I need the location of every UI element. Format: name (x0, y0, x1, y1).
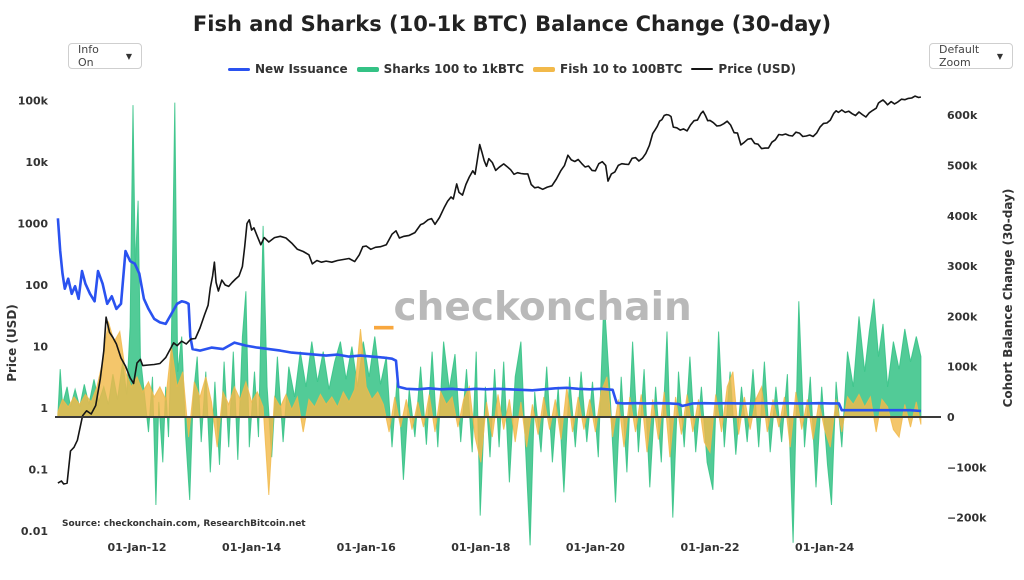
legend-item-new-issuance[interactable]: New Issuance (228, 62, 348, 76)
fish-swatch (533, 66, 555, 72)
source-attribution: Source: checkonchain.com, ResearchBitcoi… (62, 519, 306, 529)
checkonchain-watermark: _checkonchain (374, 285, 692, 330)
legend-label: Fish 10 to 100BTC (560, 62, 683, 76)
y-left-tick-label: 100k (18, 95, 49, 108)
y-right-tick-label: 300k (947, 260, 978, 273)
legend-item-price[interactable]: Price (USD) (691, 62, 796, 76)
chevron-down-icon: ▼ (996, 51, 1003, 61)
x-tick-label: 01-Jan-12 (107, 541, 166, 554)
y-left-tick-label: 10 (33, 341, 49, 354)
zoom-dropdown[interactable]: Default Zoom ▼ (929, 43, 1013, 69)
y-right-tick-label: 100k (947, 361, 978, 374)
info-dropdown[interactable]: Info On ▼ (68, 43, 142, 69)
legend-item-fish[interactable]: Fish 10 to 100BTC (533, 62, 682, 76)
x-tick-label: 01-Jan-20 (566, 541, 625, 554)
watermark-text: checkonchain (393, 285, 692, 330)
y-right-tick-label: −100k (947, 461, 987, 474)
line-new-issuance (56, 218, 921, 413)
y-right-tick-label: 200k (947, 310, 978, 323)
y-right-tick-label: 600k (947, 109, 978, 122)
y-left-tick-label: 0.01 (21, 525, 48, 538)
x-tick-label: 01-Jan-22 (680, 541, 739, 554)
x-tick-label: 01-Jan-14 (222, 541, 281, 554)
legend-label: Price (USD) (718, 62, 796, 76)
x-tick-label: 01-Jan-18 (451, 541, 510, 554)
y-right-tick-label: −200k (947, 512, 987, 525)
zoom-dropdown-label: Default Zoom (939, 43, 980, 69)
sharks-swatch (356, 66, 379, 72)
price-swatch (691, 68, 714, 70)
new-issuance-swatch (228, 67, 250, 71)
y-right-tick-label: 400k (947, 210, 978, 223)
info-dropdown-label: Info On (78, 43, 99, 69)
line-price-usd- (57, 95, 922, 485)
y-left-tick-label: 10k (25, 156, 48, 169)
legend-label: New Issuance (255, 62, 348, 76)
chevron-down-icon: ▼ (125, 51, 132, 61)
watermark-underscore: _ (374, 285, 394, 330)
plot-area[interactable] (56, 95, 922, 546)
x-tick-label: 01-Jan-24 (795, 541, 854, 554)
y-left-tick-label: 1000 (17, 218, 48, 231)
legend-label: Sharks 100 to 1kBTC (383, 62, 524, 76)
x-tick-label: 01-Jan-16 (337, 541, 396, 554)
legend-item-sharks[interactable]: Sharks 100 to 1kBTC (356, 62, 524, 76)
legend: New Issuance Sharks 100 to 1kBTC Fish 10… (0, 62, 1024, 76)
y-left-tick-label: 100 (25, 279, 48, 292)
y-right-tick-label: 500k (947, 160, 978, 173)
area-fish-10-to-100btc (57, 321, 922, 496)
y-left-tick-label: 0.1 (29, 464, 49, 477)
y-right-tick-label: 0 (947, 411, 955, 424)
page-title: Fish and Sharks (10-1k BTC) Balance Chan… (192, 12, 832, 36)
y-left-tick-label: 1 (40, 402, 48, 415)
